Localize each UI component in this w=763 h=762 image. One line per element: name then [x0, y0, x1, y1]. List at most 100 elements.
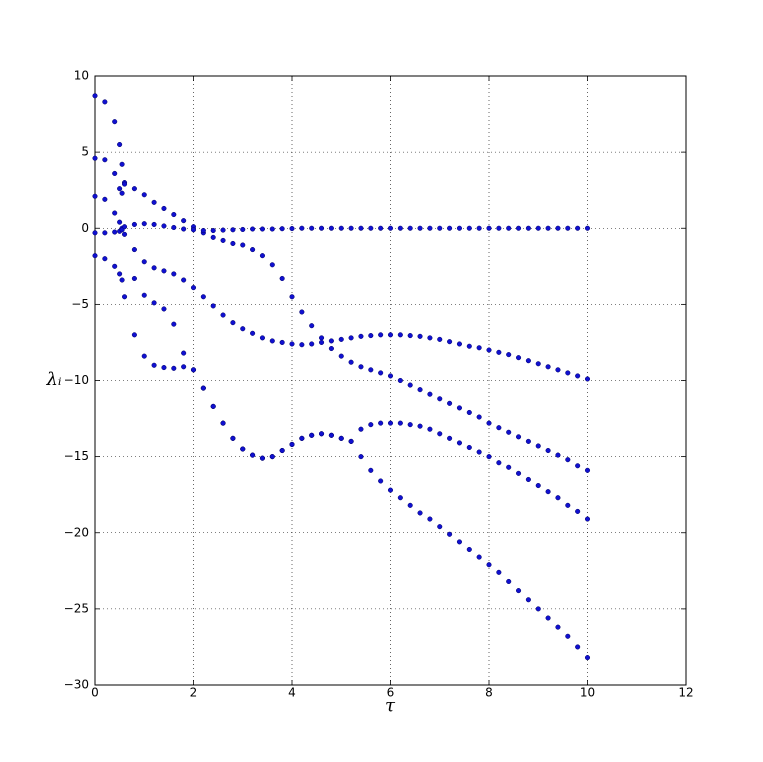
data-point: [112, 170, 118, 176]
data-point: [299, 342, 305, 348]
data-point: [348, 438, 354, 444]
data-point: [299, 309, 305, 315]
data-point: [535, 443, 541, 449]
data-point: [476, 414, 482, 420]
data-point: [486, 562, 492, 568]
data-point: [378, 478, 384, 484]
data-point: [368, 367, 374, 373]
data-point: [466, 444, 472, 451]
data-point: [456, 341, 463, 347]
data-point: [117, 186, 123, 192]
data-point: [200, 227, 206, 234]
plot-frame: [94, 75, 687, 686]
y-tick-label: −5: [71, 297, 89, 311]
data-point: [200, 385, 206, 391]
data-point: [358, 426, 364, 432]
data-point: [269, 226, 275, 232]
data-point: [112, 210, 118, 216]
data-point: [565, 457, 571, 463]
data-point: [506, 578, 512, 585]
data-point: [319, 339, 325, 345]
data-point: [506, 464, 512, 470]
data-point: [575, 644, 581, 650]
data-point: [486, 420, 492, 426]
data-point: [486, 225, 492, 231]
data-point: [210, 227, 216, 234]
data-point: [535, 483, 541, 489]
data-point: [122, 294, 128, 300]
x-tick-label: 2: [190, 686, 198, 700]
data-point: [584, 467, 591, 473]
data-point: [584, 516, 591, 522]
y-tick-label: 5: [81, 145, 89, 159]
data-point: [269, 454, 275, 460]
data-point: [151, 300, 157, 306]
data-point: [407, 225, 413, 231]
data-point: [555, 624, 561, 630]
data-point: [447, 531, 453, 537]
data-point: [117, 219, 123, 225]
data-point: [210, 403, 216, 409]
data-point: [575, 373, 581, 379]
data-point: [230, 240, 236, 247]
y-tick-label: 10: [74, 69, 89, 83]
data-point: [397, 495, 403, 501]
data-point: [437, 396, 443, 402]
data-point: [447, 225, 453, 231]
data-point: [447, 435, 453, 441]
data-point: [437, 336, 443, 342]
x-tick-label: 4: [288, 686, 296, 700]
data-point: [466, 546, 472, 553]
data-point: [486, 347, 492, 353]
data-point: [181, 226, 187, 232]
data-point: [151, 362, 157, 368]
data-point: [220, 237, 226, 243]
data-point: [368, 422, 374, 428]
data-point: [151, 265, 157, 271]
data-point: [119, 277, 125, 283]
data-point: [92, 193, 98, 199]
data-point: [387, 487, 394, 493]
data-point: [319, 225, 325, 231]
data-point: [289, 341, 295, 347]
data-point: [476, 449, 482, 455]
data-point: [119, 161, 125, 167]
data-point: [240, 326, 246, 332]
data-point: [545, 489, 551, 495]
data-point: [250, 330, 256, 336]
data-point: [575, 463, 581, 469]
y-tick-label: −25: [64, 601, 89, 615]
data-point: [319, 335, 325, 341]
data-point: [102, 157, 108, 163]
data-point: [141, 292, 147, 298]
data-point: [279, 339, 285, 345]
data-point: [190, 285, 197, 291]
data-point: [516, 355, 522, 361]
data-point: [555, 452, 561, 458]
data-point: [338, 225, 344, 231]
data-point: [516, 588, 522, 594]
data-point: [171, 365, 177, 371]
data-point: [230, 320, 236, 326]
data-point: [417, 387, 423, 393]
data-point: [230, 227, 236, 233]
data-point: [476, 345, 482, 351]
data-point: [437, 431, 443, 437]
data-point: [210, 234, 216, 240]
data-point: [309, 225, 315, 231]
data-point: [161, 223, 167, 229]
data-point: [506, 429, 512, 435]
data-point: [525, 597, 531, 603]
data-point: [496, 349, 502, 355]
data-point: [171, 271, 177, 277]
data-point: [240, 242, 246, 248]
data-point: [466, 225, 472, 231]
data-point: [161, 365, 167, 371]
data-point: [92, 155, 98, 161]
data-point: [437, 225, 443, 231]
data-point: [545, 447, 551, 454]
data-point: [397, 225, 403, 231]
data-point: [122, 181, 128, 187]
data-point: [447, 339, 453, 345]
